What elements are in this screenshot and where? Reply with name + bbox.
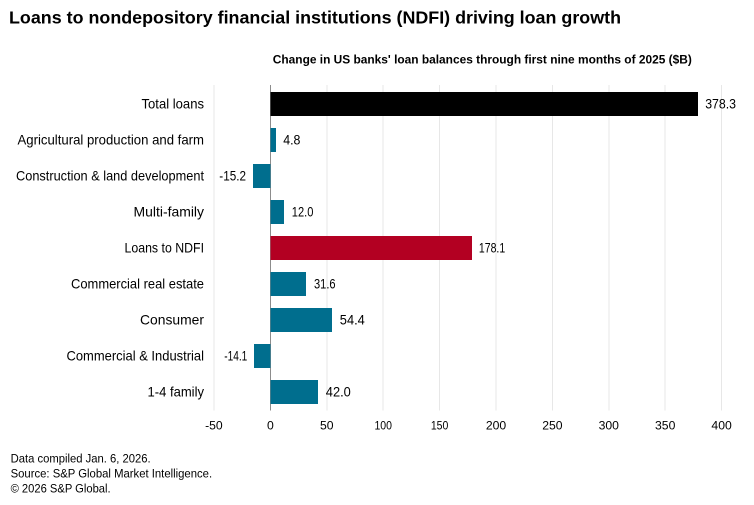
- svg-text:1-4 family: 1-4 family: [148, 384, 205, 400]
- svg-text:© 2026 S&P Global.: © 2026 S&P Global.: [11, 481, 111, 495]
- svg-text:42.0: 42.0: [326, 384, 351, 400]
- svg-text:Multi-family: Multi-family: [134, 204, 205, 220]
- svg-text:400: 400: [711, 419, 732, 433]
- svg-text:378.3: 378.3: [705, 96, 736, 112]
- svg-text:Data compiled Jan. 6, 2026.: Data compiled Jan. 6, 2026.: [11, 451, 151, 465]
- svg-text:Loans to NDFI: Loans to NDFI: [125, 240, 205, 256]
- svg-text:0: 0: [267, 419, 274, 433]
- svg-text:31.6: 31.6: [314, 276, 336, 292]
- svg-text:150: 150: [431, 419, 449, 433]
- svg-text:Source: S&P Global Market Inte: Source: S&P Global Market Intelligence.: [11, 466, 213, 480]
- svg-text:100: 100: [374, 419, 392, 433]
- svg-text:Construction & land developmen: Construction & land development: [16, 168, 204, 184]
- svg-text:200: 200: [486, 419, 507, 433]
- svg-text:-50: -50: [205, 419, 223, 433]
- svg-text:Change in US banks' loan balan: Change in US banks' loan balances throug…: [273, 53, 692, 67]
- svg-text:12.0: 12.0: [292, 204, 314, 220]
- svg-text:350: 350: [655, 419, 676, 433]
- svg-text:54.4: 54.4: [340, 312, 365, 328]
- svg-text:Total loans: Total loans: [142, 96, 205, 112]
- svg-text:Commercial & Industrial: Commercial & Industrial: [67, 348, 205, 364]
- svg-text:Loans to nondepository financi: Loans to nondepository financial institu…: [9, 8, 621, 28]
- svg-text:300: 300: [599, 419, 620, 433]
- svg-text:Agricultural production and fa: Agricultural production and farm: [18, 132, 205, 148]
- svg-text:4.8: 4.8: [283, 132, 300, 148]
- svg-text:-15.2: -15.2: [219, 168, 246, 184]
- svg-text:Commercial real estate: Commercial real estate: [71, 276, 204, 292]
- svg-text:250: 250: [542, 419, 563, 433]
- svg-text:-14.1: -14.1: [224, 348, 247, 364]
- svg-text:Consumer: Consumer: [140, 312, 204, 328]
- svg-text:50: 50: [320, 419, 334, 433]
- svg-text:178.1: 178.1: [479, 240, 505, 256]
